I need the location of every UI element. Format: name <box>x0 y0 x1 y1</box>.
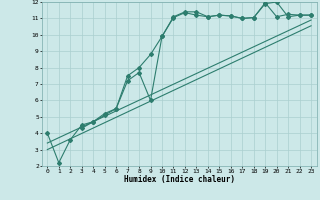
X-axis label: Humidex (Indice chaleur): Humidex (Indice chaleur) <box>124 175 235 184</box>
